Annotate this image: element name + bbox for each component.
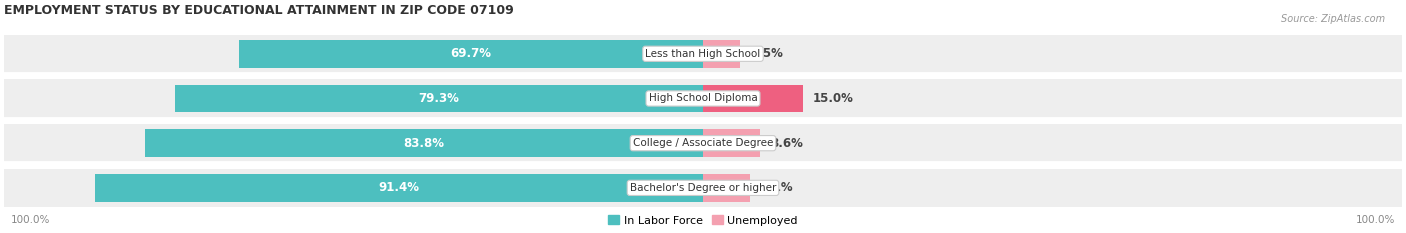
Bar — [4, 79, 1402, 118]
Legend: In Labor Force, Unemployed: In Labor Force, Unemployed — [603, 211, 803, 230]
Text: High School Diploma: High School Diploma — [648, 93, 758, 103]
Text: College / Associate Degree: College / Associate Degree — [633, 138, 773, 148]
Bar — [703, 40, 740, 68]
Bar — [145, 129, 703, 157]
Text: 69.7%: 69.7% — [450, 47, 492, 60]
Bar — [703, 129, 761, 157]
Text: 91.4%: 91.4% — [378, 181, 419, 194]
Text: 7.1%: 7.1% — [761, 181, 793, 194]
Bar — [703, 85, 803, 112]
Text: EMPLOYMENT STATUS BY EDUCATIONAL ATTAINMENT IN ZIP CODE 07109: EMPLOYMENT STATUS BY EDUCATIONAL ATTAINM… — [4, 4, 515, 17]
Bar — [94, 174, 703, 202]
Bar — [4, 34, 1402, 73]
Text: Less than High School: Less than High School — [645, 49, 761, 59]
Text: 100.0%: 100.0% — [11, 215, 51, 225]
Bar — [4, 169, 1402, 207]
Text: 5.5%: 5.5% — [749, 47, 783, 60]
Text: 15.0%: 15.0% — [813, 92, 853, 105]
Text: Bachelor's Degree or higher: Bachelor's Degree or higher — [630, 183, 776, 193]
Bar — [703, 174, 751, 202]
Text: 79.3%: 79.3% — [419, 92, 460, 105]
Text: 8.6%: 8.6% — [770, 137, 803, 150]
Bar — [4, 124, 1402, 162]
Bar — [239, 40, 703, 68]
Bar — [176, 85, 703, 112]
Text: 83.8%: 83.8% — [404, 137, 444, 150]
Text: 100.0%: 100.0% — [1355, 215, 1395, 225]
Text: Source: ZipAtlas.com: Source: ZipAtlas.com — [1281, 14, 1385, 24]
